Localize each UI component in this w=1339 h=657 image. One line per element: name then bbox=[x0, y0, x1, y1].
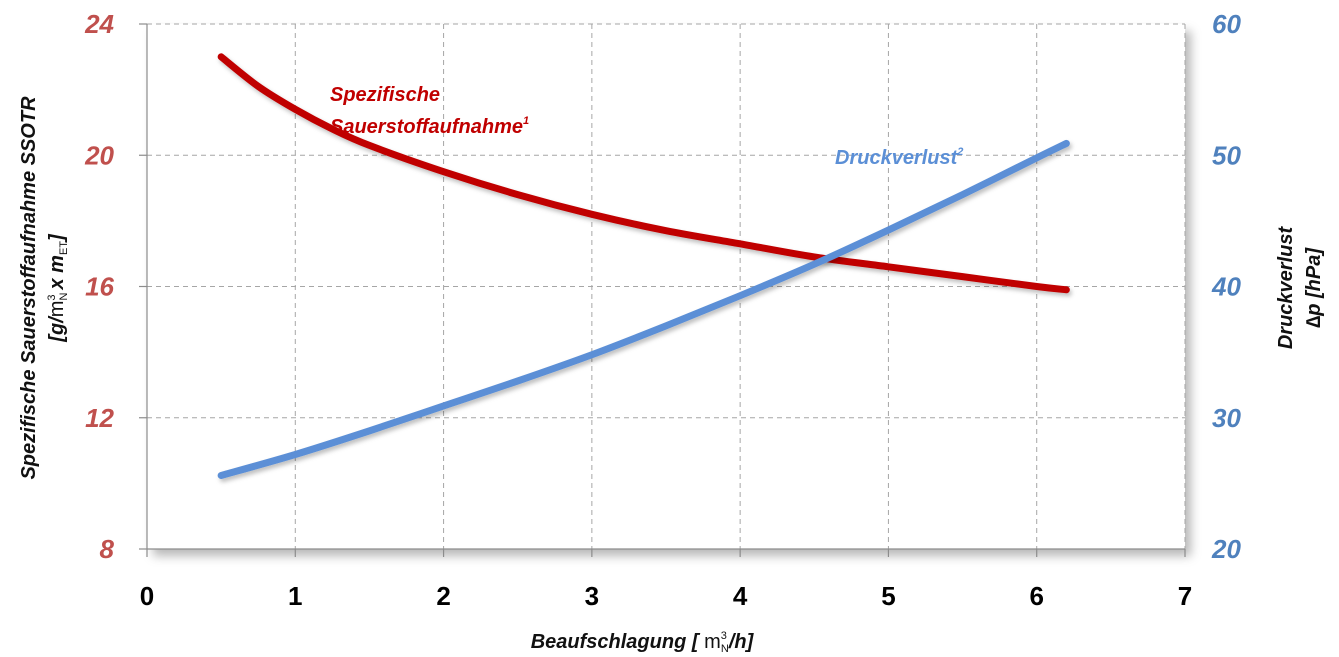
x-tick-label: 4 bbox=[733, 581, 748, 611]
svg-text:[g/m3Nx mET]: [g/m3Nx mET] bbox=[46, 233, 70, 343]
x-axis-title: Beaufschlagung [ m3 N/h] bbox=[531, 630, 755, 655]
axes bbox=[139, 23, 1186, 557]
series-label-ssotr: Spezifische bbox=[330, 84, 440, 106]
x-tick-label: 7 bbox=[1178, 581, 1192, 611]
y-left-tick-label: 24 bbox=[84, 9, 114, 39]
y-right-tick-label: 40 bbox=[1211, 272, 1241, 302]
svg-text:Druckverlust: Druckverlust bbox=[1275, 226, 1297, 350]
x-tick-label: 5 bbox=[881, 581, 895, 611]
y-left-tick-label: 20 bbox=[84, 140, 114, 170]
y-right-axis-title: Druckverlust ∆p [hPa] bbox=[1275, 226, 1325, 350]
y-right-tick-label: 30 bbox=[1212, 403, 1241, 433]
series-label-pressure: Druckverlust2 bbox=[835, 146, 963, 169]
series-label-pressure-name: Druckverlust bbox=[835, 147, 959, 169]
y-left-tick-label: 8 bbox=[100, 534, 115, 564]
x-tick-label: 6 bbox=[1029, 581, 1043, 611]
y-right-tick-label: 20 bbox=[1211, 534, 1241, 564]
x-tick-label: 1 bbox=[288, 581, 302, 611]
x-tick-label: 3 bbox=[585, 581, 599, 611]
y-right-tick-label: 50 bbox=[1212, 140, 1241, 170]
y-left-tick-label: 12 bbox=[85, 403, 114, 433]
series-label-ssotr-line1: Spezifische bbox=[330, 84, 440, 106]
y-right-tick-label: 60 bbox=[1212, 9, 1241, 39]
x-tick-label: 0 bbox=[140, 581, 154, 611]
y-left-axis-title: Spezifische Sauerstoffaufnahme SSOTR [g/… bbox=[18, 96, 70, 480]
svg-text:∆p [hPa]: ∆p [hPa] bbox=[1303, 247, 1325, 328]
series-label-ssotr-sup: 1 bbox=[523, 115, 529, 127]
series-label-pressure-sup: 2 bbox=[956, 146, 963, 158]
series-label-ssotr-line2: Sauerstoffaufnahme bbox=[330, 116, 523, 138]
series-line-pressure bbox=[217, 139, 1070, 479]
series-line-ssotr bbox=[217, 53, 1070, 294]
series-layer bbox=[217, 53, 1070, 479]
y-left-tick-label: 16 bbox=[85, 272, 114, 302]
series-label-ssotr-2: Sauerstoffaufnahme1 bbox=[330, 115, 529, 138]
svg-text:Spezifische Sauerstoffaufnahme: Spezifische Sauerstoffaufnahme SSOTR bbox=[18, 96, 40, 480]
x-tick-label: 2 bbox=[436, 581, 450, 611]
